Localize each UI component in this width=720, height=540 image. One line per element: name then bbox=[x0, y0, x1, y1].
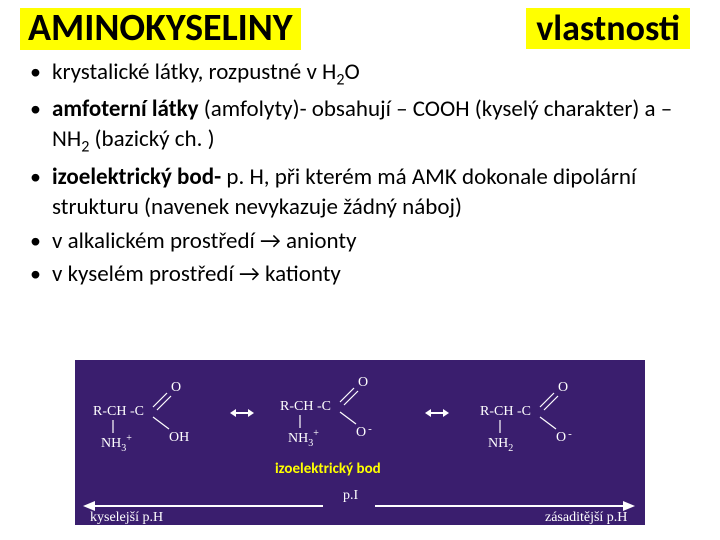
svg-text:OH: OH bbox=[169, 430, 189, 445]
svg-text:O-: O- bbox=[356, 423, 372, 440]
svg-text:R-CH -C: R-CH -C bbox=[93, 404, 144, 419]
svg-text:R-CH -C: R-CH -C bbox=[280, 399, 331, 414]
svg-text:R-CH -C: R-CH -C bbox=[480, 404, 531, 419]
svg-text:O: O bbox=[358, 375, 368, 390]
bullet-item: amfoterní látky (amfolyty)- obsahují – C… bbox=[30, 95, 690, 158]
svg-text:NH3+: NH3+ bbox=[288, 428, 319, 449]
arrow-left-line bbox=[93, 505, 323, 507]
bullet-item: v alkalickém prostředí → anionty bbox=[30, 227, 690, 257]
structure-left: R-CH -C NH3+ O OH bbox=[83, 375, 223, 455]
bullet-item: izoelektrický bod- p. H, při kterém má A… bbox=[30, 163, 690, 223]
structure-middle: R-CH -C NH3+ O O- bbox=[270, 370, 410, 450]
bullet-list: krystalické látky, rozpustné v H2O amfot… bbox=[0, 50, 720, 290]
title-sub: vlastnosti bbox=[526, 8, 690, 49]
title-main: AMINOKYSELINY bbox=[20, 8, 301, 50]
izoelectric-label: izoelektrický bod bbox=[275, 460, 381, 478]
svg-text:O-: O- bbox=[556, 428, 572, 445]
svg-text:O: O bbox=[558, 380, 568, 395]
bullet-item: v kyselém prostředí → kationty bbox=[30, 260, 690, 290]
svg-text:NH2: NH2 bbox=[488, 436, 513, 454]
ph-left-label: kyselejší p.H bbox=[90, 510, 163, 526]
svg-text:O: O bbox=[171, 380, 181, 395]
pi-label: p.I bbox=[343, 488, 358, 504]
bullet-item: krystalické látky, rozpustné v H2O bbox=[30, 58, 690, 92]
chemistry-diagram: R-CH -C NH3+ O OH R-CH -C NH3+ O O- bbox=[75, 360, 645, 525]
ph-right-label: zásaditější p.H bbox=[545, 510, 627, 526]
arrow-right-line bbox=[375, 505, 625, 507]
svg-text:NH3+: NH3+ bbox=[101, 433, 132, 454]
structure-right: R-CH -C NH2 O O- bbox=[470, 375, 610, 455]
